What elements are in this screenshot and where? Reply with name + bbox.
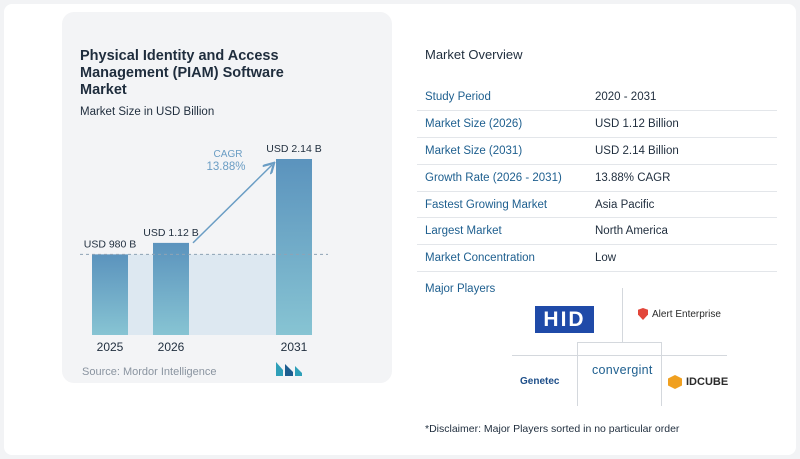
row-key: Study Period [417,84,587,112]
table-row: Fastest Growing Market Asia Pacific [417,191,777,219]
table-row: Study Period 2020 - 2031 [417,84,777,112]
table-row: Growth Rate (2026 - 2031) 13.88% CAGR [417,164,777,192]
cagr-arrow [192,165,272,244]
overview-table: Study Period 2020 - 2031 Market Size (202… [417,84,777,273]
cagr-value: 13.88% [206,161,245,173]
players-divider [622,288,623,343]
value-label: USD 980 B [84,238,137,250]
value-label: USD 1.12 B [143,227,198,239]
row-value: 13.88% CAGR [587,164,777,192]
row-value: USD 2.14 Billion [587,137,777,165]
category-label: 2026 [158,340,185,354]
hid-logo: HID [535,306,594,333]
major-players-label: Major Players [425,283,496,295]
bar-2031 [276,159,312,335]
bar-2025 [92,254,128,335]
table-row: Market Size (2031) USD 2.14 Billion [417,137,777,165]
table-row: Market Size (2026) USD 1.12 Billion [417,110,777,139]
chart-title: Physical Identity and Access Management … [80,48,284,98]
idcube-logo: IDCUBE [668,375,728,389]
table-row: Market Concentration Low [417,244,777,273]
row-key: Market Size (2031) [417,137,587,165]
disclaimer: *Disclaimer: Major Players sorted in no … [425,423,680,435]
alert-enterprise-name: Alert Enterprise [652,308,721,320]
row-key: Market Size (2026) [417,110,587,139]
cagr-label: CAGR [214,149,243,160]
shield-icon [638,308,648,320]
mordor-logo-icon [276,362,302,376]
players-divider [577,342,662,343]
category-label: 2025 [97,340,124,354]
row-value: North America [587,217,777,246]
genetec-logo: Genetec [520,376,560,387]
chart-subtitle: Market Size in USD Billion [80,106,215,118]
category-label: 2031 [281,340,308,354]
row-value: USD 1.12 Billion [587,110,777,139]
cube-icon [668,375,682,389]
idcube-name: IDCUBE [686,376,729,388]
row-key: Market Concentration [417,244,587,273]
row-key: Largest Market [417,217,587,246]
row-value: 2020 - 2031 [587,84,777,112]
alert-enterprise-logo: Alert Enterprise [638,308,721,320]
baseline-band [92,254,312,335]
value-label: USD 2.14 B [266,143,321,155]
players-divider [661,342,662,406]
table-row: Largest Market North America [417,217,777,246]
players-divider [512,355,727,356]
source-note: Source: Mordor Intelligence [82,366,217,378]
row-value: Low [587,244,777,273]
row-value: Asia Pacific [587,191,777,219]
row-key: Fastest Growing Market [417,191,587,219]
players-divider [577,342,578,406]
convergint-logo: convergint [592,363,653,377]
overview-title: Market Overview [425,47,523,62]
row-key: Growth Rate (2026 - 2031) [417,164,587,192]
bar-2026 [153,242,189,335]
